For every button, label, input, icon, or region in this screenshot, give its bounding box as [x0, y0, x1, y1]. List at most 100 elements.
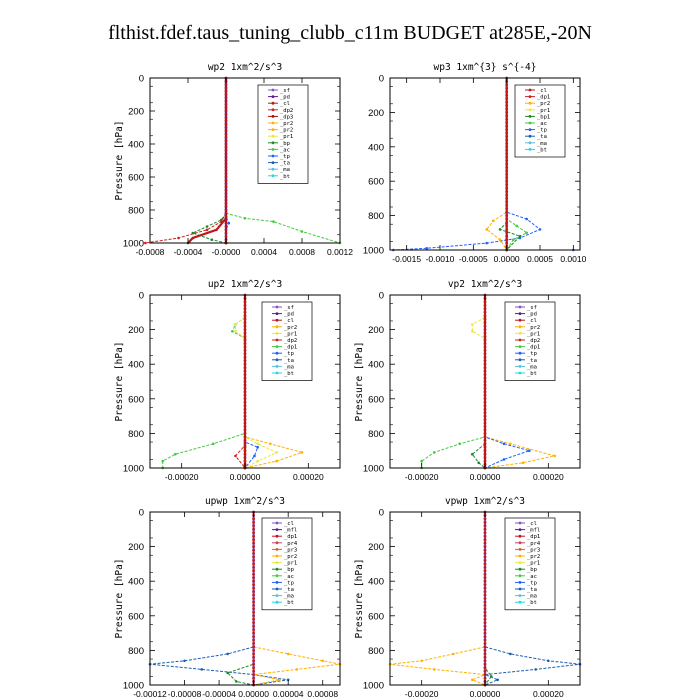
data-point — [512, 238, 515, 241]
legend-label: _ma — [280, 167, 290, 173]
baseline-marker — [483, 548, 487, 552]
baseline-marker — [505, 217, 509, 221]
baseline-marker — [483, 397, 487, 401]
data-point — [521, 461, 525, 465]
data-point — [234, 323, 237, 326]
baseline-marker — [224, 159, 228, 162]
legend-label: _pr4 — [527, 541, 541, 547]
y-tick-label: 600 — [128, 394, 144, 405]
baseline-marker — [505, 231, 509, 235]
legend-label: _dp1 — [284, 534, 297, 540]
baseline-marker — [505, 179, 509, 183]
baseline-marker — [483, 562, 487, 566]
baseline-marker — [243, 387, 247, 390]
baseline-marker — [224, 182, 228, 186]
panel-title: wp3 1xm^{3} s^{-4} — [434, 62, 537, 73]
y-tick-label: 200 — [368, 108, 384, 119]
baseline-marker — [483, 459, 487, 463]
baseline-marker — [243, 352, 247, 356]
baseline-marker — [505, 117, 509, 121]
baseline-marker — [243, 369, 247, 373]
data-point — [515, 224, 518, 228]
baseline-marker — [483, 521, 487, 524]
data-point — [534, 668, 537, 671]
legend-label: _sf — [284, 305, 294, 311]
legend-marker — [275, 594, 279, 597]
x-tick-label: 0.00000 — [470, 689, 501, 699]
baseline-marker — [483, 317, 487, 321]
baseline-marker — [243, 383, 247, 387]
x-tick-label: 0.0000 — [494, 254, 520, 264]
baseline-marker — [243, 355, 247, 359]
baseline-marker — [483, 352, 487, 356]
baseline-marker — [505, 162, 509, 166]
data-point — [275, 459, 279, 463]
baseline-marker — [505, 200, 509, 204]
data-point — [235, 680, 238, 683]
legend-label: _bp1 — [537, 114, 550, 120]
y-axis-label: Pressure [hPa] — [354, 341, 365, 421]
baseline-marker — [483, 655, 487, 659]
legend-marker — [271, 128, 275, 132]
baseline-marker — [505, 145, 509, 149]
baseline-marker — [252, 524, 256, 528]
baseline-marker — [224, 83, 228, 86]
baseline-marker — [243, 345, 247, 349]
legend-marker — [528, 95, 532, 98]
legend-marker — [275, 587, 279, 591]
legend-marker — [518, 548, 522, 551]
baseline-marker — [483, 438, 487, 442]
baseline-marker — [505, 135, 509, 138]
baseline-marker — [243, 442, 247, 446]
legend-marker — [275, 567, 279, 571]
data-point — [477, 461, 481, 465]
baseline-marker — [483, 610, 487, 614]
legend-marker — [528, 141, 532, 145]
baseline-marker — [252, 607, 256, 611]
data-point — [231, 330, 234, 333]
legend-label: _pr2 — [280, 128, 293, 134]
baseline-marker — [224, 112, 228, 116]
data-point — [471, 678, 474, 682]
baseline-marker — [505, 155, 509, 159]
baseline-marker — [483, 566, 487, 569]
baseline-marker — [505, 228, 509, 231]
legend-marker — [275, 332, 279, 335]
data-point — [226, 652, 229, 656]
baseline-marker — [505, 203, 509, 207]
baseline-marker — [224, 93, 228, 96]
legend-label: _dp1 — [537, 95, 550, 101]
legend-marker — [275, 528, 279, 531]
legend-marker — [518, 325, 522, 329]
baseline-marker — [483, 300, 487, 304]
legend-label: _sf — [280, 88, 290, 94]
panel-title: wp2 1xm^2/s^3 — [208, 62, 282, 73]
baseline-marker — [224, 208, 228, 212]
baseline-marker — [483, 669, 487, 673]
data-point — [502, 442, 506, 446]
baseline-marker — [505, 83, 509, 87]
baseline-marker — [252, 538, 256, 542]
baseline-marker — [252, 635, 256, 638]
legend-label: _ma — [527, 594, 537, 600]
baseline-marker — [252, 559, 256, 562]
legend-label: _bt — [284, 371, 294, 377]
baseline-marker — [505, 234, 509, 238]
legend-marker — [275, 371, 279, 375]
y-tick-label: 200 — [368, 542, 384, 553]
legend-box — [257, 84, 309, 184]
y-tick-label: 200 — [128, 542, 144, 553]
legend-marker — [271, 108, 275, 112]
baseline-marker — [252, 631, 256, 635]
legend-marker — [518, 338, 522, 342]
data-point — [212, 442, 215, 446]
legend-label: _cl — [537, 88, 547, 94]
legend-label: _pr2 — [284, 554, 297, 560]
baseline-marker — [483, 614, 487, 618]
legend-marker — [275, 554, 279, 558]
legend-label: _ta — [527, 358, 537, 364]
baseline-marker — [243, 376, 247, 380]
data-point — [525, 217, 528, 221]
data-point — [227, 221, 231, 225]
